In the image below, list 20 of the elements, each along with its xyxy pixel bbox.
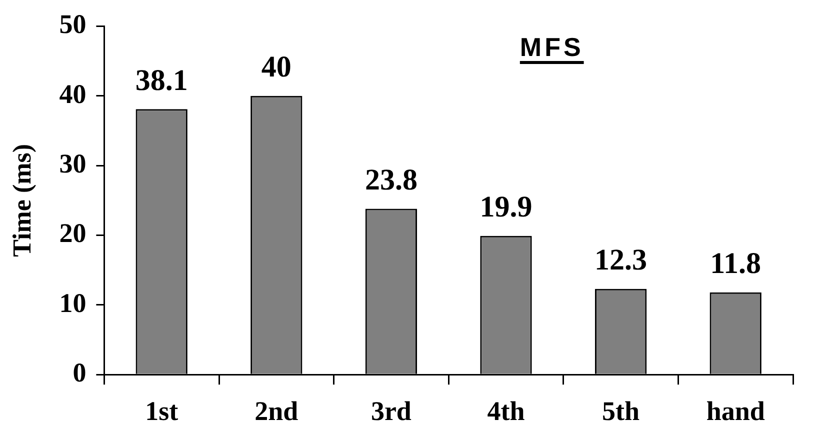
y-tick-label: 10 (59, 288, 86, 318)
data-label: 23.8 (364, 164, 418, 197)
chart-title: MFS (520, 32, 584, 64)
x-tick-label: 4th (487, 396, 525, 426)
x-tick-label: 3rd (370, 396, 412, 426)
data-label: 12.3 (594, 244, 648, 277)
y-tick-label: 20 (59, 218, 86, 248)
y-tick-label: 30 (59, 148, 86, 179)
x-tick-label: 1st (145, 396, 178, 426)
y-tick-label: 0 (72, 358, 86, 388)
data-label: 40 (261, 50, 292, 84)
y-axis-title: Time (ms) (7, 144, 36, 257)
data-label: 19.9 (480, 190, 532, 224)
x-tick-label: 5th (602, 396, 640, 426)
data-label: 11.8 (710, 247, 762, 280)
x-tick-label: 2nd (254, 396, 298, 426)
y-tick-label: 50 (59, 9, 86, 40)
data-label: 38.1 (135, 64, 188, 97)
y-tick-label: 40 (59, 78, 86, 109)
x-tick-label: hand (706, 396, 765, 426)
